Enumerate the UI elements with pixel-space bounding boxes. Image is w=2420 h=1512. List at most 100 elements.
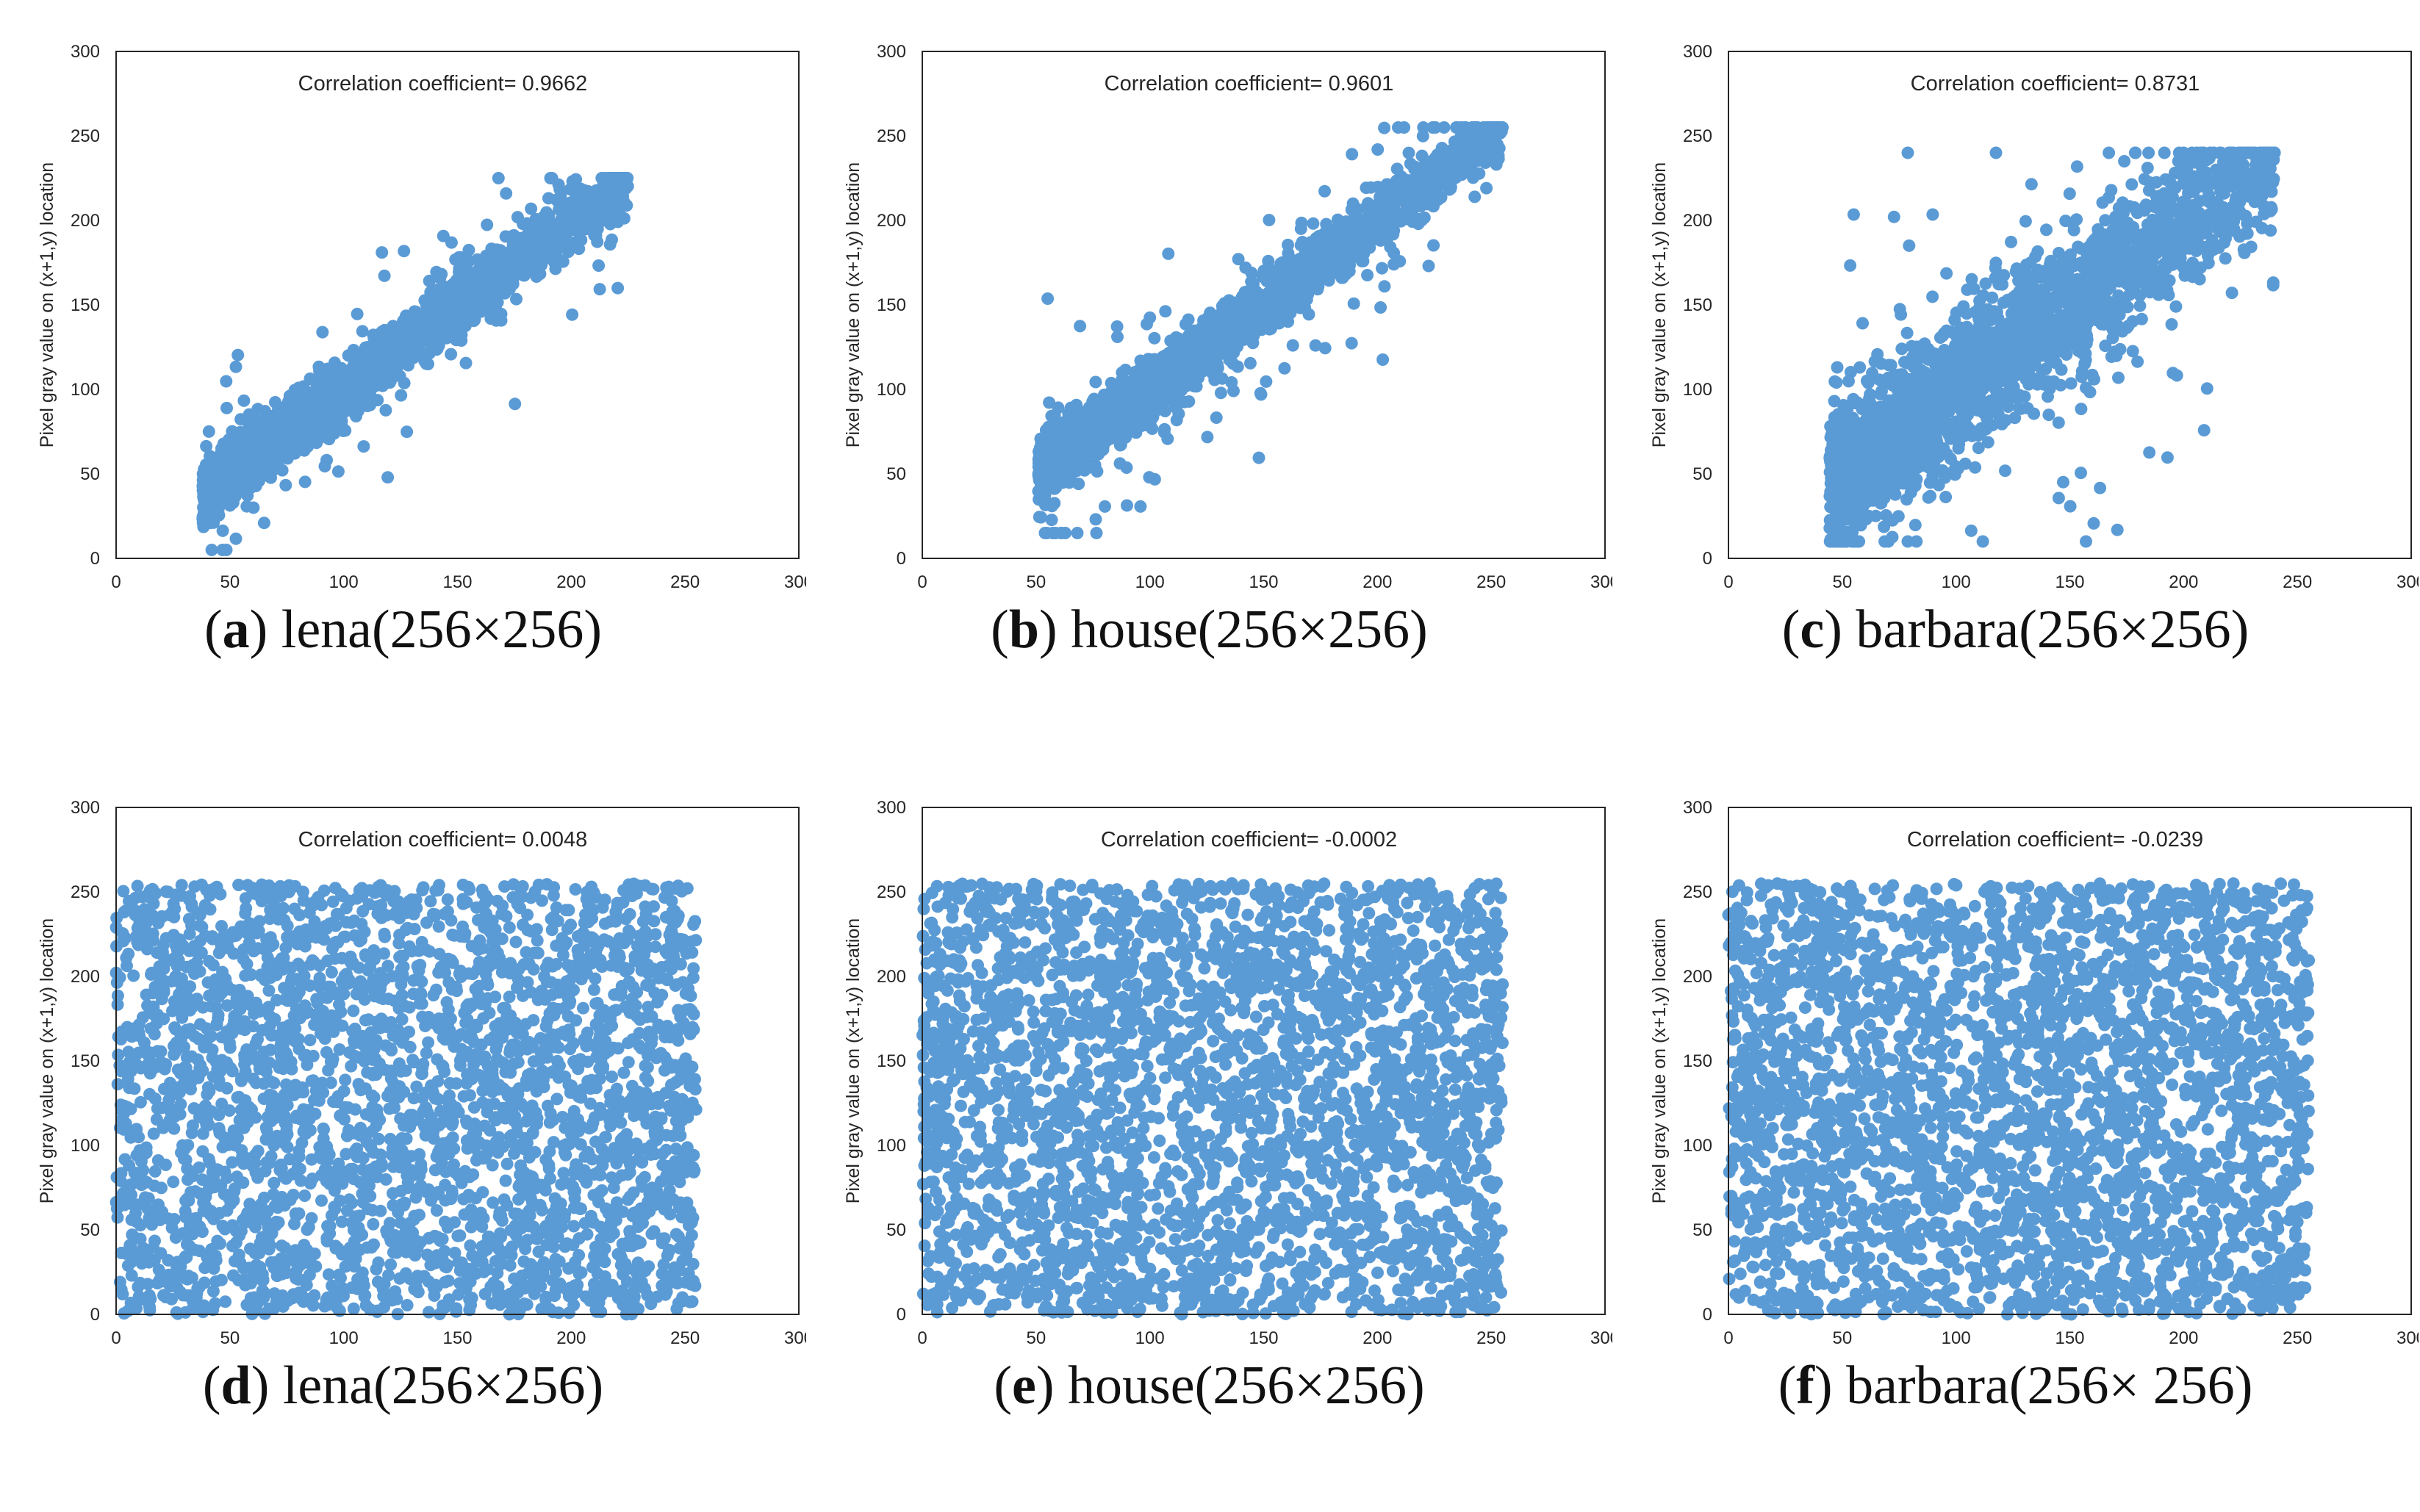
data-point [296,401,309,414]
data-point [448,331,461,345]
data-point [1278,361,1291,375]
data-point [363,387,376,400]
data-point [2088,372,2100,386]
data-points [196,172,634,556]
data-point [1286,339,1299,352]
x-tick-label: 300 [784,572,806,588]
data-point [1490,140,1504,154]
data-point [238,439,251,452]
data-point [437,229,450,242]
data-point [564,183,577,196]
data-point [1316,253,1329,266]
data-point [196,510,209,523]
data-point [1089,513,1102,526]
data-point [218,486,231,500]
data-point [589,229,603,242]
data-point [205,544,218,556]
data-point [331,465,345,478]
data-point [2219,252,2232,265]
data-point [593,283,606,296]
data-point [223,499,237,512]
data-point [1380,220,1393,234]
data-point [1422,259,1435,273]
data-point [1045,409,1058,422]
data-point [373,372,387,385]
data-point [1048,480,1061,494]
data-point [1166,383,1180,396]
data-point [211,464,224,477]
data-point [573,231,586,245]
y-tick-label: 300 [71,42,100,62]
data-point [1264,270,1277,284]
data-point [1384,240,1397,253]
data-point [332,372,345,385]
data-point [206,509,219,522]
data-point [611,281,625,295]
data-point [261,465,274,478]
data-point [1454,137,1468,151]
data-point [619,172,632,184]
x-tick-label: 200 [556,572,586,588]
data-point [1067,414,1080,427]
data-point [1267,290,1280,303]
data-point [1182,313,1195,326]
data-point [470,273,483,286]
data-point [1347,297,1360,310]
data-point [1378,280,1391,293]
data-point [1090,527,1103,539]
chart-panel-a: 050100150200250300050100150200250300Corr… [0,0,806,756]
data-point [1060,433,1074,447]
data-point [328,356,341,370]
y-tick-label: 100 [71,380,100,400]
data-point [1050,432,1063,445]
data-point [445,348,458,361]
data-point [1088,403,1101,417]
data-point [1254,388,1268,401]
data-point [1357,254,1370,267]
data-point [1110,320,1124,333]
data-point [216,544,229,556]
data-point [1448,153,1461,166]
y-tick-label: 200 [71,211,100,231]
data-point [1396,184,1409,198]
data-point [437,307,450,320]
x-tick-label: 200 [1362,572,1392,588]
y-tick-label: 200 [877,211,906,231]
data-point [400,309,412,323]
data-point [1249,285,1263,298]
data-point [1351,203,1364,216]
data-point [1346,148,1359,161]
data-point [1318,184,1331,198]
x-tick-label: 0 [111,572,121,588]
data-point [462,314,475,327]
x-tick-label: 300 [1590,572,1612,588]
caption-paren: ) [1038,600,1058,660]
data-point [1228,307,1241,320]
data-point [222,458,235,471]
data-point [542,226,555,240]
data-point [449,253,462,266]
data-point [1216,372,1229,385]
data-point [2158,146,2171,159]
x-tick-label: 0 [917,572,927,588]
data-point [495,275,508,288]
data-point [1220,329,1233,342]
x-tick-label: 150 [1249,572,1278,588]
data-point [462,243,475,256]
data-point [1480,149,1493,162]
data-point [1231,360,1244,373]
data-point [1206,367,1219,380]
data-point [231,348,245,361]
data-point [1246,336,1260,350]
y-tick-label: 0 [897,549,906,569]
data-point [248,470,261,483]
data-point [492,172,505,184]
data-point [1309,270,1322,283]
data-point [378,269,391,282]
data-point [1121,499,1133,512]
data-point [229,360,243,373]
data-point [1148,472,1161,486]
data-point [1376,211,1389,224]
data-point [525,202,538,215]
data-point [1413,212,1426,226]
